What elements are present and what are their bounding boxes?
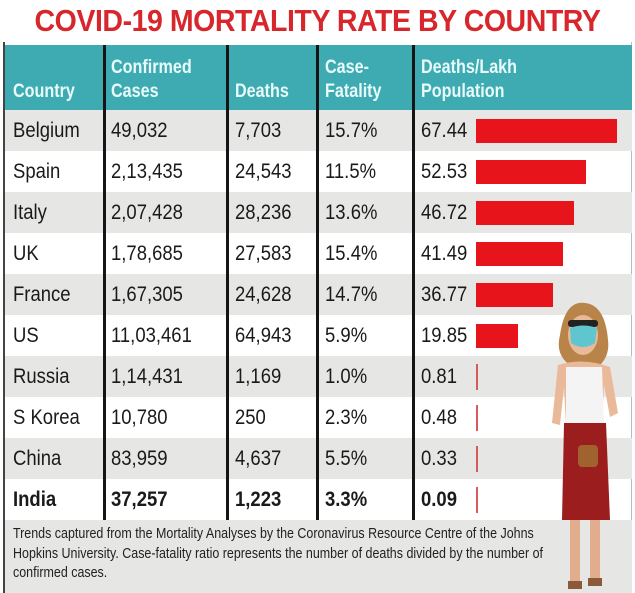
cell-case-fatality: 3.3% — [325, 488, 368, 511]
cell-deaths-per-lakh: 19.85 — [421, 324, 468, 347]
cell-country: India — [13, 488, 57, 511]
bar-china — [476, 446, 478, 472]
cell-confirmed-cases: 2,07,428 — [111, 201, 183, 224]
bar-belgium — [476, 119, 617, 143]
cell-case-fatality: 5.9% — [325, 324, 368, 347]
cell-country: France — [13, 283, 71, 306]
footnote-text: Trends captured from the Mortality Analy… — [13, 526, 544, 581]
cell-country: Russia — [13, 365, 70, 388]
table-row: S Korea 10,780 250 2.3% 0.48 — [5, 397, 632, 438]
column-divider — [103, 45, 106, 520]
cell-deaths: 24,628 — [235, 283, 292, 306]
cell-confirmed-cases: 1,78,685 — [111, 242, 183, 265]
cell-case-fatality: 13.6% — [325, 201, 378, 224]
cell-case-fatality: 14.7% — [325, 283, 378, 306]
cell-deaths: 7,703 — [235, 119, 282, 142]
cell-deaths: 27,583 — [235, 242, 292, 265]
table-frame — [3, 42, 632, 593]
header-deaths-per-lakh: Deaths/Lakh Population — [421, 56, 517, 104]
bar-france — [476, 283, 553, 307]
cell-country: China — [13, 447, 62, 470]
cell-country: UK — [13, 242, 39, 265]
cell-case-fatality: 15.7% — [325, 119, 378, 142]
bar-s-korea — [476, 405, 478, 431]
chart-title: COVID-19 MORTALITY RATE BY COUNTRY — [34, 3, 601, 38]
cell-deaths-per-lakh: 0.33 — [421, 447, 457, 470]
cell-deaths-per-lakh: 36.77 — [421, 283, 468, 306]
header-confirmed-cases: Confirmed Cases — [111, 56, 192, 104]
cell-country: Italy — [13, 201, 47, 224]
cell-confirmed-cases: 83,959 — [111, 447, 168, 470]
cell-case-fatality: 11.5% — [325, 160, 377, 183]
header-line: Cases — [111, 81, 159, 102]
column-divider — [412, 45, 415, 520]
cell-deaths-per-lakh: 41.49 — [421, 242, 468, 265]
column-divider — [226, 45, 229, 520]
header-country: Country — [13, 80, 75, 104]
cell-deaths-per-lakh: 67.44 — [421, 119, 468, 142]
woman-with-mask-photo — [552, 302, 618, 589]
table-row: India 37,257 1,223 3.3% 0.09 — [5, 479, 632, 520]
column-divider — [316, 45, 319, 520]
bar-uk — [476, 242, 563, 266]
cell-deaths-per-lakh: 46.72 — [421, 201, 468, 224]
cell-confirmed-cases: 49,032 — [111, 119, 168, 142]
footnote: Trends captured from the Mortality Analy… — [5, 520, 632, 593]
cell-country: S Korea — [13, 406, 80, 429]
cell-deaths-per-lakh: 0.09 — [421, 488, 457, 511]
cell-deaths: 64,943 — [235, 324, 292, 347]
cell-confirmed-cases: 11,03,461 — [111, 324, 192, 347]
cell-deaths: 4,637 — [235, 447, 282, 470]
cell-deaths-per-lakh: 0.81 — [421, 365, 457, 388]
cell-confirmed-cases: 37,257 — [111, 488, 168, 511]
header-line: Case- — [325, 57, 369, 78]
cell-deaths: 1,223 — [235, 488, 282, 511]
header-line: Country — [13, 81, 75, 102]
cell-country: Belgium — [13, 119, 80, 142]
bar-us — [476, 324, 518, 348]
bar-italy — [476, 201, 574, 225]
header-case-fatality: Case- Fatality — [325, 56, 382, 104]
header-deaths: Deaths — [235, 80, 289, 104]
header-line: Deaths — [235, 81, 289, 102]
table-row: Spain 2,13,435 24,543 11.5% 52.53 — [5, 151, 632, 192]
bar-spain — [476, 160, 586, 184]
cell-deaths: 24,543 — [235, 160, 292, 183]
cell-confirmed-cases: 1,14,431 — [111, 365, 183, 388]
cell-case-fatality: 2.3% — [325, 406, 368, 429]
bar-india — [476, 487, 478, 513]
header-line: Population — [421, 81, 505, 102]
cell-deaths: 1,169 — [235, 365, 282, 388]
cell-case-fatality: 5.5% — [325, 447, 368, 470]
cell-deaths-per-lakh: 0.48 — [421, 406, 457, 429]
bar-russia — [476, 364, 478, 390]
cell-deaths: 250 — [235, 406, 266, 429]
header-line: Confirmed — [111, 57, 192, 78]
cell-deaths-per-lakh: 52.53 — [421, 160, 468, 183]
header-line: Fatality — [325, 81, 382, 102]
cell-case-fatality: 1.0% — [325, 365, 368, 388]
cell-confirmed-cases: 1,67,305 — [111, 283, 183, 306]
cell-case-fatality: 15.4% — [325, 242, 378, 265]
cell-confirmed-cases: 10,780 — [111, 406, 168, 429]
cell-confirmed-cases: 2,13,435 — [111, 160, 183, 183]
cell-deaths: 28,236 — [235, 201, 292, 224]
table-row: UK 1,78,685 27,583 15.4% 41.49 — [5, 233, 632, 274]
cell-country: US — [13, 324, 39, 347]
table-row: US 11,03,461 64,943 5.9% 19.85 — [5, 315, 632, 356]
cell-country: Spain — [13, 160, 61, 183]
header-line: Deaths/Lakh — [421, 57, 518, 78]
